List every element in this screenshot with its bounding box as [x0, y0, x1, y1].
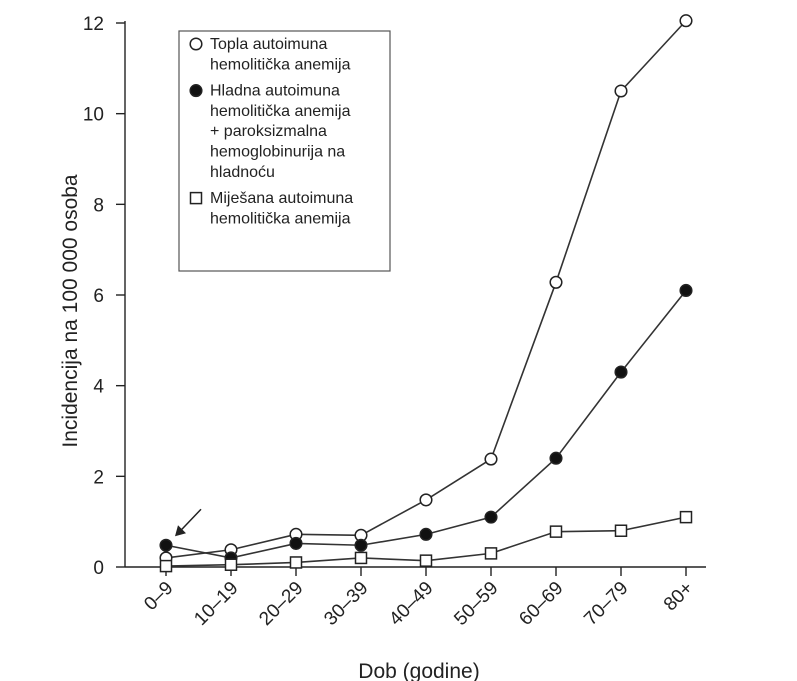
legend-label: hladnoću [210, 164, 275, 181]
data-point [614, 84, 628, 98]
legend-label: hemolitička anemija [210, 56, 351, 73]
y-tick-label: 8 [93, 195, 104, 216]
axes: 0 2 4 6 8 10 12 0–9 10–19 20–29 30–39 40–49 50–59 60–… [83, 14, 706, 630]
data-point [549, 451, 563, 465]
x-tick-label: 20–29 [255, 578, 307, 630]
data-point [354, 551, 368, 565]
legend-entry-3: Miješana autoimuna hemolitička anemija [189, 190, 353, 227]
legend-entry-1: Topla autoimuna hemolitička anemija [189, 36, 351, 73]
y-tick-label: 12 [83, 14, 104, 35]
legend-label: hemolitička anemija [210, 103, 351, 120]
x-tick-label: 40–49 [385, 578, 437, 630]
data-point [549, 275, 563, 289]
series-2 [159, 283, 693, 565]
data-point [484, 547, 498, 560]
data-point [289, 556, 303, 569]
data-point [159, 538, 173, 552]
data-point [679, 14, 693, 28]
y-tick-label: 4 [93, 377, 104, 398]
legend-box [178, 30, 391, 272]
x-tick-label: 50–59 [450, 578, 502, 630]
data-point [679, 510, 693, 524]
arrow-head [175, 525, 186, 537]
x-tick-label: 60–69 [515, 578, 567, 630]
legend-label: Hladna autoimuna [210, 83, 340, 100]
arrow-shaft [179, 508, 202, 532]
legend-label: + paroksizmalna [210, 123, 327, 140]
legend-label: hemolitička anemija [210, 210, 351, 227]
legend-label: Miješana autoimuna [210, 190, 353, 207]
legend-marker [189, 84, 203, 98]
x-tick-label: 10–19 [190, 578, 242, 630]
data-point [419, 493, 433, 507]
legend-entry-2: Hladna autoimuna hemolitička anemija + par… [189, 83, 351, 181]
y-axis-title: Incidencija na 100 000 osoba [59, 174, 82, 448]
data-point [679, 283, 693, 298]
legend-marker [189, 37, 203, 51]
series-3 [159, 510, 693, 573]
x-tick-label: 0–9 [140, 578, 177, 615]
data-point [484, 510, 498, 524]
y-tick-label: 6 [93, 286, 104, 307]
data-point [354, 538, 368, 552]
x-tick-label: 80+ [660, 578, 698, 616]
annotation-arrow [175, 508, 202, 537]
x-tick-label: 70–79 [580, 578, 632, 630]
legend-marker [189, 191, 203, 205]
legend-label: Topla autoimuna [210, 36, 328, 53]
data-point [419, 527, 433, 541]
data-point [289, 536, 303, 550]
data-point [614, 524, 628, 537]
series-1 [159, 14, 693, 565]
data-point [159, 559, 173, 573]
data-point [614, 365, 628, 379]
y-tick-label: 0 [93, 558, 104, 579]
y-tick-label: 10 [83, 105, 104, 126]
x-axis-title: Dob (godine) [358, 660, 479, 681]
series-layer [159, 14, 693, 573]
data-point [224, 558, 238, 571]
series-line [165, 289, 687, 559]
legend-label: hemoglobinurija na [210, 144, 345, 161]
data-point [549, 525, 563, 538]
x-tick-label: 30–39 [320, 578, 372, 630]
data-point [419, 554, 433, 567]
y-tick-label: 2 [93, 467, 104, 488]
data-point [484, 452, 498, 466]
